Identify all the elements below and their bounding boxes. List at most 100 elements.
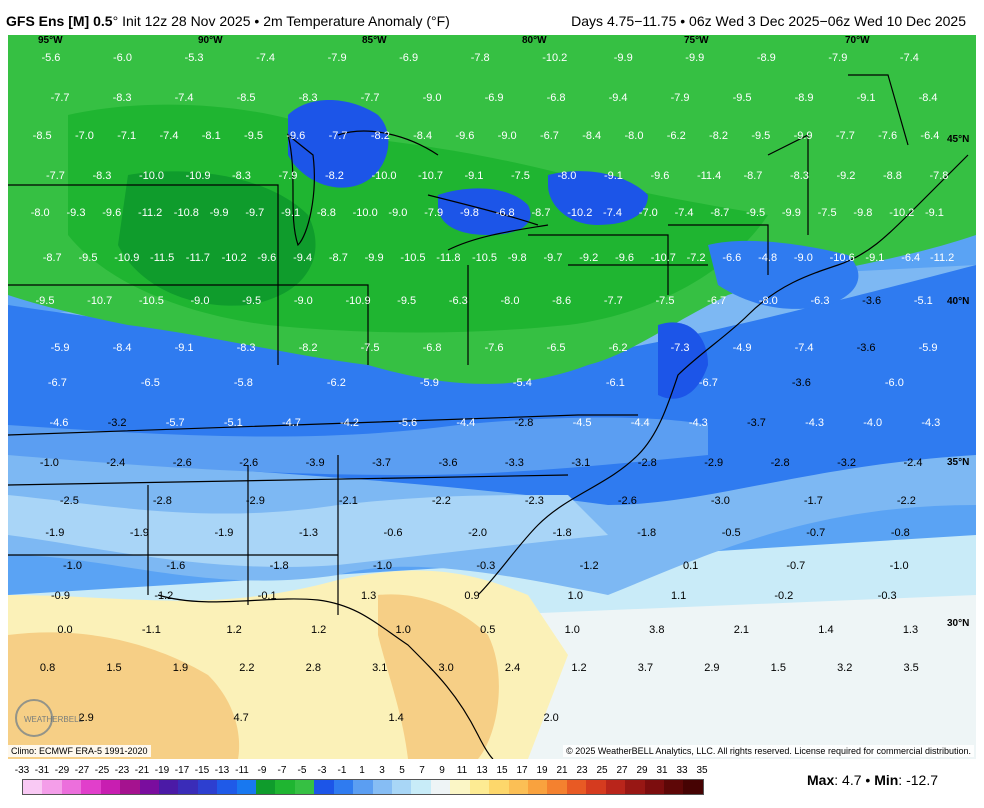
colorbar-label: -11 [235, 765, 249, 776]
anomaly-value: 1.2 [571, 662, 587, 674]
svg-text:WEATHERBELL: WEATHERBELL [24, 715, 84, 724]
anomaly-value: 1.3 [361, 590, 377, 602]
anomaly-value: 3.7 [637, 662, 654, 674]
max-value: 4.7 [842, 772, 862, 788]
anomaly-value: -3.6 [856, 342, 876, 354]
colorbar-label: -5 [297, 765, 307, 776]
colorbar-label: 35 [696, 765, 708, 776]
anomaly-value: -6.8 [422, 342, 442, 354]
longitude-label: 85°W [362, 35, 387, 46]
anomaly-value: -11.8 [436, 252, 461, 264]
anomaly-value: 1.3 [902, 624, 919, 636]
longitude-label: 90°W [198, 35, 223, 46]
anomaly-value: -2.4 [106, 457, 126, 469]
anomaly-value: 2.9 [78, 712, 94, 724]
anomaly-value: -7.7 [360, 92, 380, 104]
anomaly-value: -4.3 [805, 417, 825, 429]
anomaly-value: -0.5 [721, 527, 741, 539]
title: GFS Ens [M] 0.5° Init 12z 28 Nov 2025 • … [6, 13, 450, 29]
anomaly-value: -7.7 [50, 92, 70, 104]
anomaly-value: -10.0 [138, 170, 165, 182]
anomaly-value: -1.2 [154, 590, 174, 602]
anomaly-value: -2.2 [431, 495, 451, 507]
colorbar-swatch [275, 780, 295, 794]
anomaly-value: 0.0 [57, 624, 73, 636]
anomaly-value: -0.8 [890, 527, 910, 539]
anomaly-value: -3.2 [837, 457, 857, 469]
colorbar-swatch [430, 780, 451, 794]
anomaly-value: -7.5 [817, 207, 837, 219]
anomaly-value: -10.2 [221, 252, 247, 264]
anomaly-value: -7.4 [603, 207, 622, 219]
anomaly-value: -8.7 [531, 207, 551, 219]
anomaly-value: -9.0 [422, 92, 442, 104]
anomaly-value: -9.0 [293, 295, 313, 307]
colorbar-label: -19 [154, 765, 170, 776]
anomaly-value: -6.7 [707, 295, 727, 307]
anomaly-value: -5.6 [398, 417, 418, 429]
anomaly-value: -8.3 [236, 342, 256, 354]
colorbar-label: 13 [476, 765, 488, 776]
colorbar-swatch [547, 780, 567, 794]
anomaly-value: -1.3 [299, 527, 318, 539]
anomaly-value: -9.4 [293, 252, 313, 264]
anomaly-value: -7.7 [45, 170, 65, 182]
anomaly-value: -8.0 [557, 170, 577, 182]
anomaly-value: -2.8 [770, 457, 790, 469]
anomaly-value: -9.0 [497, 130, 517, 142]
anomaly-value: -4.3 [921, 417, 941, 429]
anomaly-value: -8.8 [882, 170, 902, 182]
max-label: Max [807, 772, 835, 788]
colorbar-swatch [294, 780, 315, 794]
anomaly-value: -2.4 [903, 457, 923, 469]
longitude-label: 75°W [684, 35, 709, 46]
anomaly-value: -7.5 [510, 170, 530, 182]
colorbar-swatch [333, 780, 354, 794]
anomaly-value: -7.8 [470, 52, 490, 64]
anomaly-value: -6.0 [884, 377, 904, 389]
anomaly-value: -9.6 [615, 252, 634, 264]
anomaly-value: -3.6 [862, 295, 882, 307]
anomaly-value: -4.6 [49, 417, 69, 429]
anomaly-value: -0.7 [806, 527, 826, 539]
anomaly-value: 1.0 [567, 590, 583, 602]
anomaly-value: -9.1 [865, 252, 885, 264]
anomaly-value: 3.0 [438, 662, 454, 674]
anomaly-value: -9.1 [924, 207, 944, 219]
colorbar-swatch [197, 780, 218, 794]
anomaly-value: -9.5 [78, 252, 98, 264]
colorbar-swatch [353, 780, 373, 794]
anomaly-value: -1.8 [637, 527, 657, 539]
anomaly-value: -8.2 [298, 342, 318, 354]
colorbar [22, 779, 704, 795]
copyright: © 2025 WeatherBELL Analytics, LLC. All r… [563, 745, 974, 757]
anomaly-value: -1.2 [579, 560, 599, 572]
anomaly-value: -10.2 [567, 207, 593, 219]
longitude-label: 95°W [38, 35, 63, 46]
colorbar-label: -17 [174, 765, 190, 776]
colorbar-label: 15 [496, 765, 508, 776]
anomaly-value: -2.3 [524, 495, 544, 507]
anomaly-value: -2.5 [59, 495, 79, 507]
anomaly-value: -9.7 [245, 207, 265, 219]
colorbar-swatch [489, 780, 509, 794]
anomaly-value: -7.0 [74, 130, 94, 142]
anomaly-value: -5.9 [918, 342, 938, 354]
colorbar-swatch [217, 780, 237, 794]
colorbar-swatch [411, 780, 431, 794]
anomaly-value: -9.2 [836, 170, 856, 182]
anomaly-value: -9.6 [650, 170, 670, 182]
colorbar-swatch [236, 780, 257, 794]
colorbar-swatch [100, 780, 121, 794]
anomaly-value: -10.6 [829, 252, 855, 264]
anomaly-value: -6.2 [608, 342, 628, 354]
anomaly-value: -9.6 [257, 252, 277, 264]
colorbar-label: 1 [359, 765, 365, 776]
colorbar-label: -29 [54, 765, 70, 776]
anomaly-value: 3.8 [649, 624, 665, 636]
colorbar-swatch [508, 780, 528, 794]
colorbar-label: 3 [379, 765, 385, 776]
anomaly-value: -2.9 [704, 457, 724, 469]
anomaly-value: -8.3 [92, 170, 112, 182]
anomaly-value: -10.0 [352, 207, 378, 219]
